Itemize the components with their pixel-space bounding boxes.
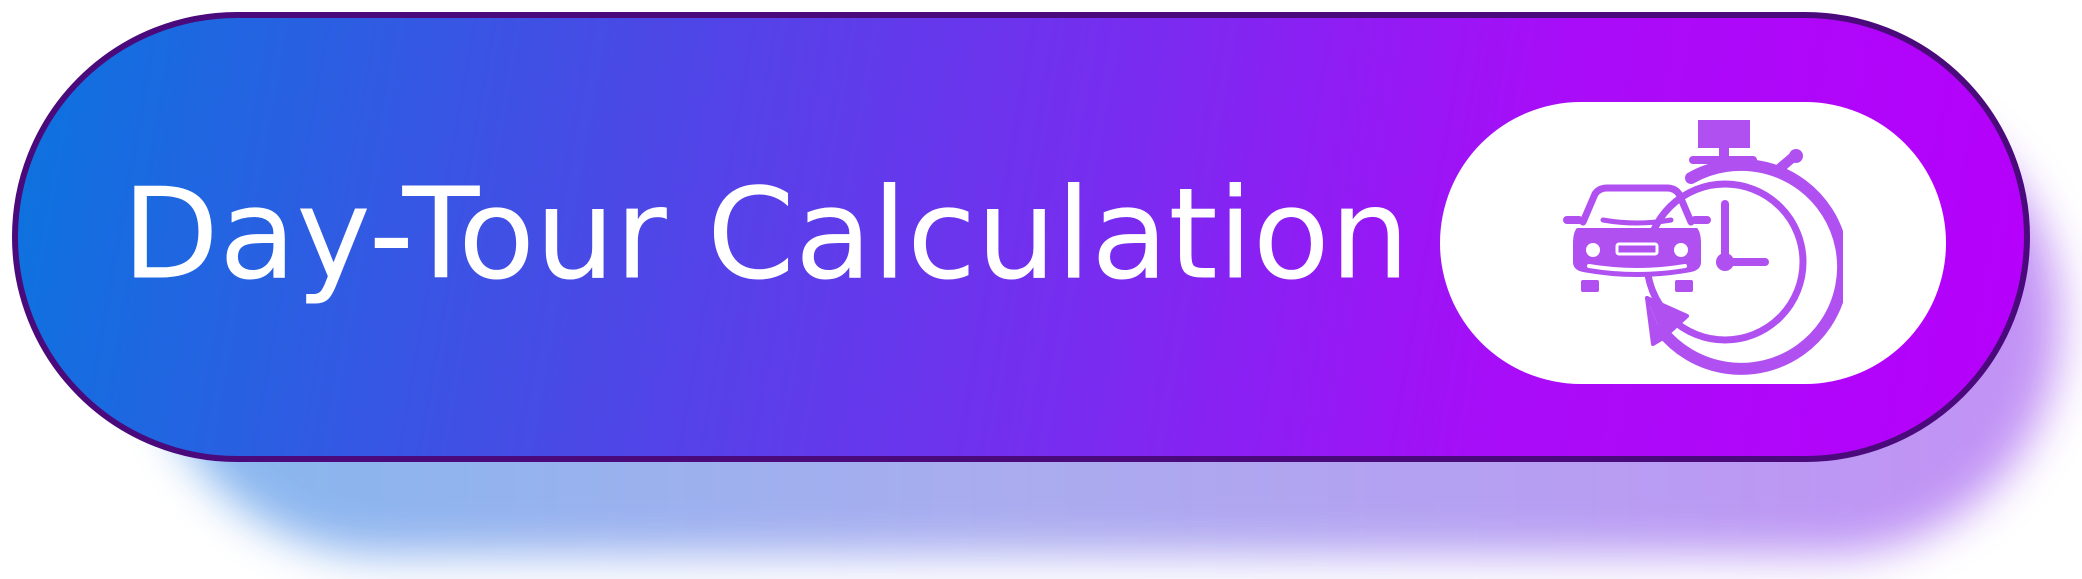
day-tour-calculation-button[interactable]: Day-Tour Calculation (12, 12, 2030, 462)
icon-capsule (1440, 102, 1946, 384)
button-label: Day-Tour Calculation (122, 160, 1410, 308)
car-stopwatch-icon (1563, 120, 1843, 375)
